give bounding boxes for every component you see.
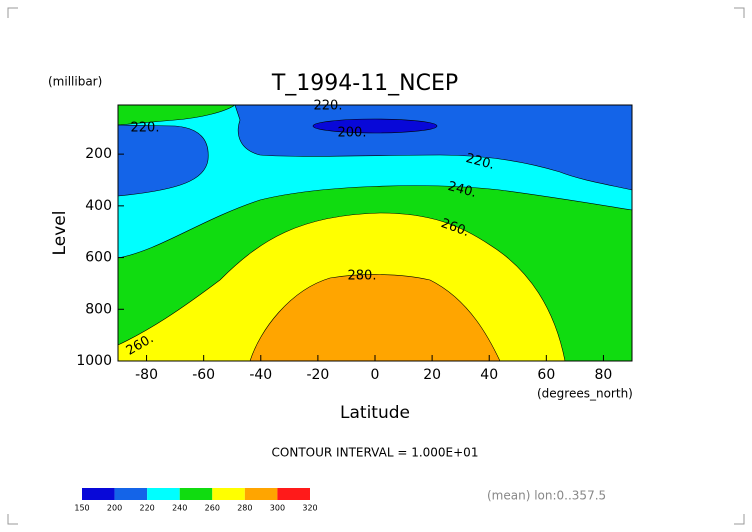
colorbar-box: [212, 488, 245, 500]
colorbar-label: 320: [302, 504, 317, 513]
colorbar-box: [277, 488, 310, 500]
x-tick-label: -80: [135, 367, 158, 383]
crop-marks: [7, 7, 745, 525]
annotation: CONTOUR INTERVAL = 1.000E+01: [272, 446, 479, 460]
contour-label: 220.: [464, 151, 496, 173]
x-tick-label: -60: [192, 367, 215, 383]
x-tick-label: 60: [537, 367, 555, 383]
y-tick-label: 200: [85, 146, 112, 162]
contour-band: [117, 124, 209, 197]
colorbar-box: [179, 488, 213, 500]
x-tick-label: -20: [306, 367, 329, 383]
colorbar-box: [147, 488, 180, 500]
colorbar-box: [244, 488, 278, 500]
colorbar-label: 300: [270, 504, 285, 513]
x-tick-label: 20: [423, 367, 441, 383]
colorbar-box: [114, 488, 148, 500]
x-tick-label: -40: [249, 367, 272, 383]
colorbar-label: 240: [172, 504, 187, 513]
x-unit-label: (degrees_north): [537, 387, 633, 401]
colorbar-label: 260: [205, 504, 220, 513]
contour-label: 240.: [446, 179, 478, 201]
plot-area: [117, 104, 633, 362]
y-tick-label: 400: [85, 198, 112, 214]
x-axis-label: Latitude: [340, 403, 410, 423]
x-tick-label: 0: [371, 367, 380, 383]
annotation: (mean) lon:0..357.5: [487, 489, 606, 503]
y-unit-label: (millibar): [48, 75, 102, 89]
contour-band: [249, 274, 501, 362]
colorbar-box: [82, 488, 115, 500]
y-tick-label: 1000: [76, 353, 112, 369]
contour-label: 220.: [314, 99, 343, 114]
x-tick-label: 80: [595, 367, 613, 383]
colorbar-label: 220: [140, 504, 155, 513]
y-tick-label: 800: [85, 301, 112, 317]
y-axis-label: Level: [50, 211, 70, 256]
contour-band: [312, 118, 438, 134]
x-tick-label: 40: [480, 367, 498, 383]
contour-label: 200.: [338, 126, 367, 141]
contour-label: 220.: [131, 121, 160, 136]
colorbar-label: 280: [237, 504, 252, 513]
colorbar-label: 150: [74, 504, 89, 513]
y-tick-label: 600: [85, 250, 112, 266]
chart-title: T_1994-11_NCEP: [271, 71, 458, 96]
contour-label: 280.: [348, 269, 377, 284]
colorbar-label: 200: [107, 504, 122, 513]
